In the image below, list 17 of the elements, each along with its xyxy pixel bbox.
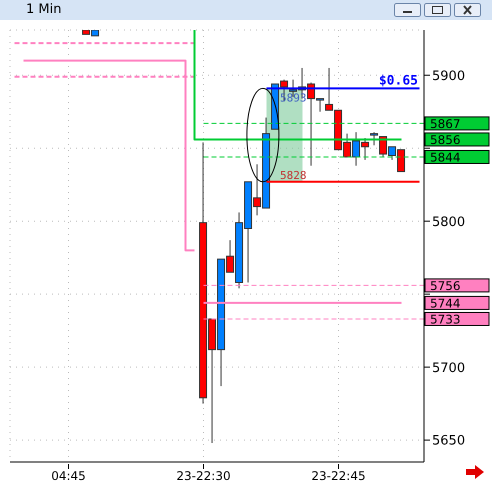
annotation: 5828: [280, 168, 306, 182]
y-tick-label: 5900: [432, 68, 466, 84]
ref-line-label: 5844: [430, 150, 461, 164]
y-tick-label: 5650: [432, 434, 466, 449]
x-tick-label: 23-22:30: [176, 469, 231, 483]
ref-line-label: 5756: [430, 278, 461, 293]
text: 5856: [430, 132, 461, 147]
ref-line-label: 5744: [430, 296, 461, 310]
y-tick-label: 5800: [432, 214, 466, 230]
x-tick-label: 04:45: [51, 469, 86, 483]
y-tick-label: 5700: [432, 360, 466, 376]
ref-line-label: 5867: [430, 116, 461, 131]
chart-title: 1 Min: [26, 2, 62, 17]
ref-line-label: 5733: [430, 312, 461, 326]
annotation: $0.65: [378, 73, 418, 88]
x-tick-label: 23-22:45: [311, 469, 366, 483]
candlestick: [370, 132, 378, 146]
